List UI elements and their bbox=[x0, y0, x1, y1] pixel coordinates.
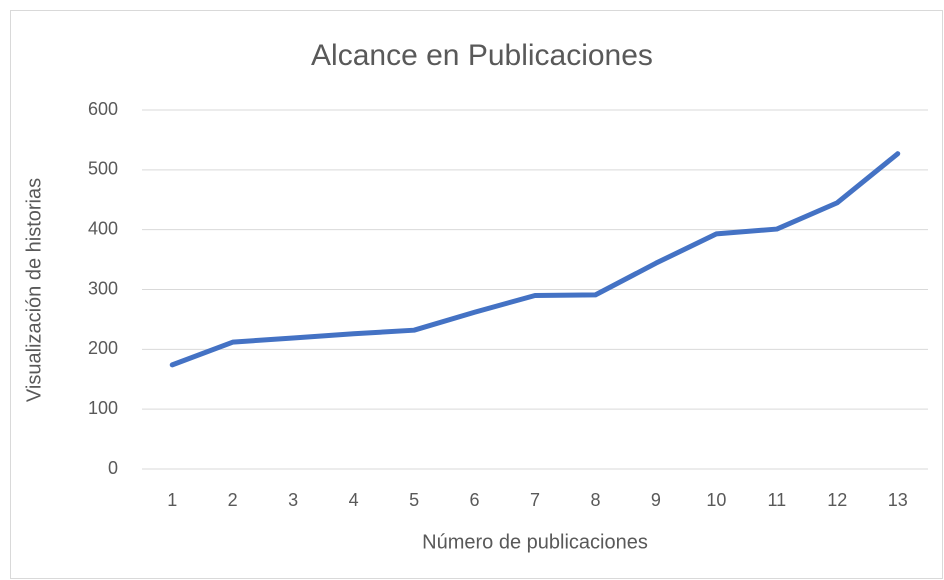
y-tick-label: 0 bbox=[108, 458, 118, 478]
x-tick-label: 4 bbox=[349, 490, 359, 510]
x-tick-label: 8 bbox=[590, 490, 600, 510]
x-tick-label: 13 bbox=[888, 490, 908, 510]
x-tick-label: 3 bbox=[288, 490, 298, 510]
x-axis-label: Número de publicaciones bbox=[422, 531, 648, 553]
x-tick-label: 5 bbox=[409, 490, 419, 510]
x-tick-label: 7 bbox=[530, 490, 540, 510]
x-tick-label: 9 bbox=[651, 490, 661, 510]
y-tick-label: 600 bbox=[88, 99, 118, 119]
data-line bbox=[169, 151, 901, 368]
x-tick-label: 2 bbox=[228, 490, 238, 510]
y-tick-label: 200 bbox=[88, 338, 118, 358]
x-tick-label: 11 bbox=[768, 490, 787, 510]
x-tick-label: 6 bbox=[470, 490, 480, 510]
chart-title: Alcance en Publicaciones bbox=[311, 39, 653, 72]
y-tick-label: 300 bbox=[88, 278, 118, 298]
x-tick-label: 12 bbox=[827, 490, 847, 510]
x-tick-label: 1 bbox=[167, 490, 177, 510]
y-tick-label: 100 bbox=[88, 398, 118, 418]
y-tick-label: 500 bbox=[88, 159, 118, 179]
y-tick-label: 400 bbox=[88, 218, 118, 238]
chart-border bbox=[10, 10, 943, 579]
y-axis-label: Visualización de historias bbox=[23, 178, 45, 402]
x-tick-label: 10 bbox=[706, 490, 726, 510]
